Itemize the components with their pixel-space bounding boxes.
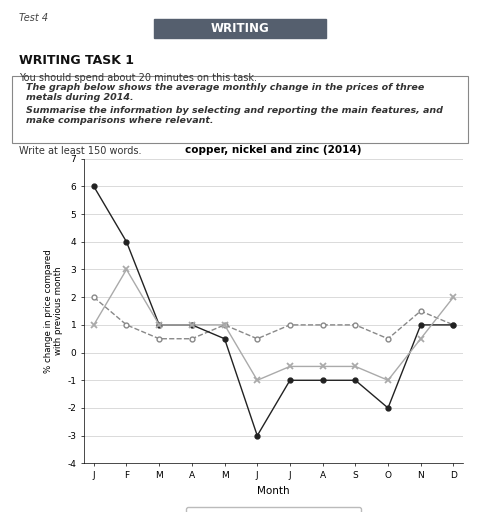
Text: Test 4: Test 4 [19,13,48,23]
Text: make comparisons where relevant.: make comparisons where relevant. [26,116,214,125]
Legend: Copper, Nickel, Zinc: Copper, Nickel, Zinc [186,507,361,512]
X-axis label: Month: Month [257,485,290,496]
Text: WRITING: WRITING [211,22,269,35]
Text: Summarise the information by selecting and reporting the main features, and: Summarise the information by selecting a… [26,106,443,115]
Text: You should spend about 20 minutes on this task.: You should spend about 20 minutes on thi… [19,73,257,83]
Y-axis label: % change in price compared
with previous month: % change in price compared with previous… [44,249,63,373]
Title: Average monthly change in prices of
copper, nickel and zinc (2014): Average monthly change in prices of copp… [166,134,382,155]
Text: WRITING TASK 1: WRITING TASK 1 [19,54,134,67]
Text: metals during 2014.: metals during 2014. [26,93,134,102]
Text: Write at least 150 words.: Write at least 150 words. [19,146,142,156]
Text: The graph below shows the average monthly change in the prices of three: The graph below shows the average monthl… [26,83,425,92]
